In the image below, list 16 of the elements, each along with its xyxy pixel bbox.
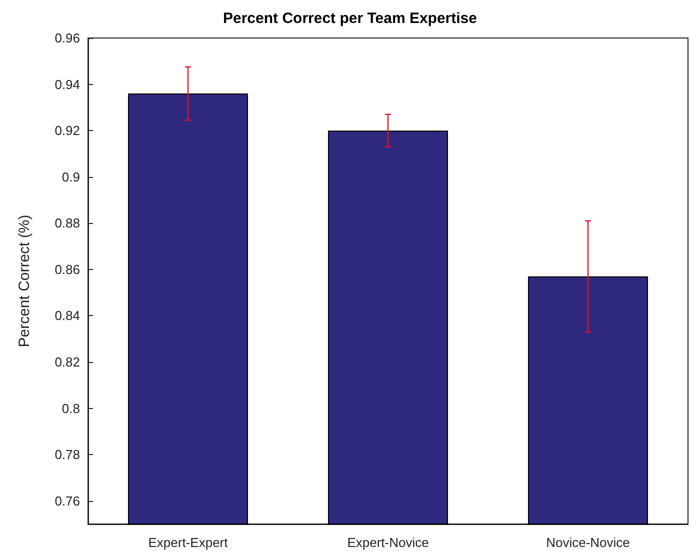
y-tick-label: 0.96 xyxy=(54,30,80,46)
y-axis-title: Percent Correct (%) xyxy=(16,214,33,348)
y-tick-label: 0.78 xyxy=(54,447,80,462)
y-tick-label: 0.94 xyxy=(54,76,80,92)
chart-title: Percent Correct per Team Expertise xyxy=(223,10,477,27)
x-tick-label: Novice-Novice xyxy=(546,535,630,550)
x-tick-label: Expert-Expert xyxy=(148,535,228,550)
y-tick-label: 0.84 xyxy=(54,308,80,324)
y-tick-label: 0.92 xyxy=(54,123,80,138)
y-tick-label: 0.82 xyxy=(54,354,80,370)
y-tick-label: 0.76 xyxy=(54,493,80,508)
x-tick-label: Expert-Novice xyxy=(347,535,429,550)
y-tick-label: 0.86 xyxy=(54,262,80,277)
y-tick-label: 0.9 xyxy=(62,169,80,184)
y-tick-label: 0.8 xyxy=(62,400,80,416)
y-tick-label: 0.88 xyxy=(54,216,80,231)
